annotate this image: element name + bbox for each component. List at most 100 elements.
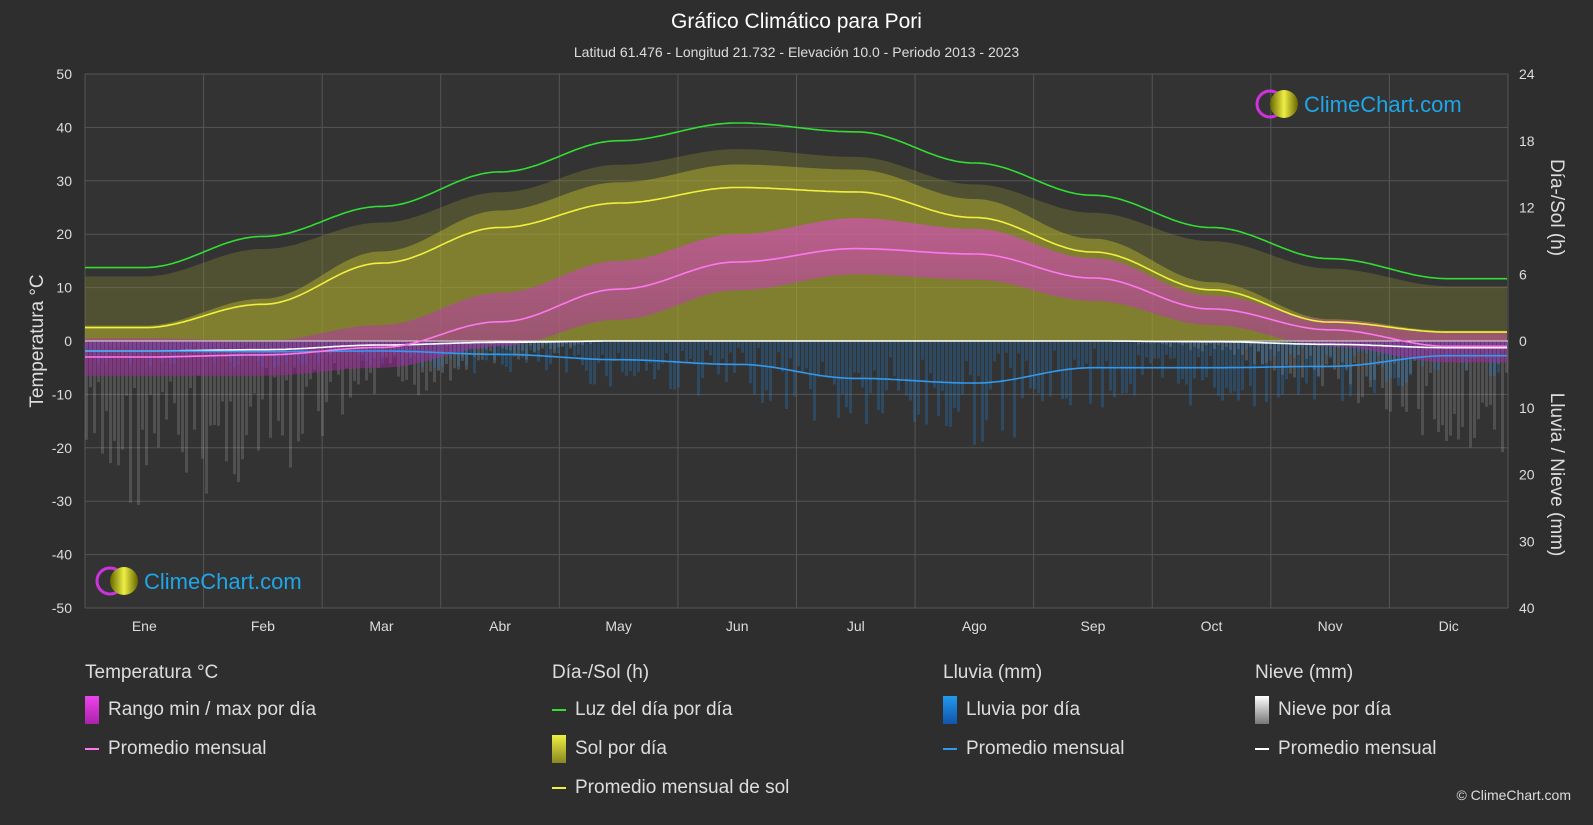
snow-bar [177,341,180,435]
snow-bar [1149,341,1152,344]
rain-bar [1137,341,1140,356]
rain-bar [1045,341,1048,372]
snow-bar [281,341,284,436]
legend-item: Nieve por día [1255,696,1436,724]
rain-bar [1057,341,1060,372]
rain-bar [817,341,820,378]
y-tick-right-hours: 12 [1519,200,1535,216]
rain-bar [513,341,516,357]
rain-bar [925,341,928,425]
snow-bar [325,341,328,403]
rain-bar [549,341,552,365]
snow-bar [1501,341,1504,453]
rain-bar [769,341,772,401]
snow-bar [561,341,564,347]
y-tick-right-mm: 40 [1519,600,1535,616]
snow-bar [93,341,96,434]
snow-bar [1293,341,1296,378]
y-tick-left: 0 [64,333,72,349]
legend-title: Día-/Sol (h) [552,662,650,683]
snow-bar [1289,341,1292,374]
snow-bar [165,341,168,420]
rain-bar [941,341,944,391]
rain-bar [681,341,684,352]
legend-label: Promedio mensual [1278,738,1437,759]
rain-bar [565,341,568,373]
rain-bar [1185,341,1188,385]
y-tick-left: 10 [56,280,72,296]
snow-bar [1361,341,1364,398]
chart-subtitle: Latitud 61.476 - Longitud 21.732 - Eleva… [573,44,1020,60]
rain-bar [689,341,692,359]
snow-bar [1181,341,1184,346]
snow-bar [157,341,160,448]
rain-bar [525,341,528,363]
rain-bar [589,341,592,385]
snow-bar [1377,341,1380,365]
rain-bar [533,341,536,354]
rain-bar [1225,341,1228,388]
y-tick-right-hours: 24 [1519,66,1535,82]
rain-bar [1369,341,1372,381]
rain-bar [869,341,872,394]
snow-bar [1141,341,1144,344]
rain-bar [1165,341,1168,355]
snow-bar [473,341,476,357]
rain-bar [1129,341,1132,385]
y-tick-left: 30 [56,173,72,189]
rain-bar [937,341,940,416]
snow-bar [1257,341,1260,352]
rain-bar [849,341,852,414]
rain-bar [1037,341,1040,393]
snow-bar [1357,341,1360,404]
snow-bar [1273,341,1276,371]
rain-bar [1249,341,1252,387]
rain-bar [921,341,924,360]
rain-bar [1193,341,1196,379]
snow-bar [1137,341,1140,345]
rain-bar [1093,341,1096,349]
rain-bar [809,341,812,390]
rain-bar [621,341,624,373]
rain-bar [841,341,844,394]
daylight-line [85,122,1507,280]
y-axis-label-right-bottom: Lluvia / Nieve (mm) [1546,393,1567,557]
rain-bar [1321,341,1324,369]
rain-bar [593,341,596,385]
rain-bar [837,341,840,419]
y-axis-label-right-top: Día-/Sol (h) [1546,159,1567,256]
snow-bar [1353,341,1356,363]
rain-bar [1381,341,1384,367]
legend-label: Promedio mensual de sol [575,777,790,798]
snow-bar [1373,341,1376,380]
rain-bar [1309,341,1312,366]
y-tick-left: 50 [56,66,72,82]
snow-bar [1201,341,1204,352]
rain-bar [1177,341,1180,384]
rain-bar [1081,341,1084,370]
legend-item: Sol por día [552,735,789,763]
snow-bar [117,341,120,466]
rain-bar [865,341,868,425]
rain-bar [1017,341,1020,354]
rain-bar [989,341,992,390]
snow-bar [1425,341,1428,387]
watermark-top: ClimeChart.com [1255,89,1462,119]
snow-bar [1317,341,1320,377]
rain-bar [1289,341,1292,354]
rain-bar [885,341,888,391]
snow-bar [105,341,108,411]
rain-bar [1149,341,1152,364]
rain-bar [541,341,544,347]
legend-title: Nieve (mm) [1255,662,1354,683]
rain-bar [1053,341,1056,351]
rain-bar [1397,341,1400,386]
rain-bar [553,341,556,350]
rain-bar [709,341,712,356]
rain-bar [569,341,572,347]
rain-bar [1117,341,1120,367]
rain-bar [905,341,908,396]
rain-bar [973,341,976,445]
snow-bar [341,341,344,415]
rain-bar [741,341,744,353]
